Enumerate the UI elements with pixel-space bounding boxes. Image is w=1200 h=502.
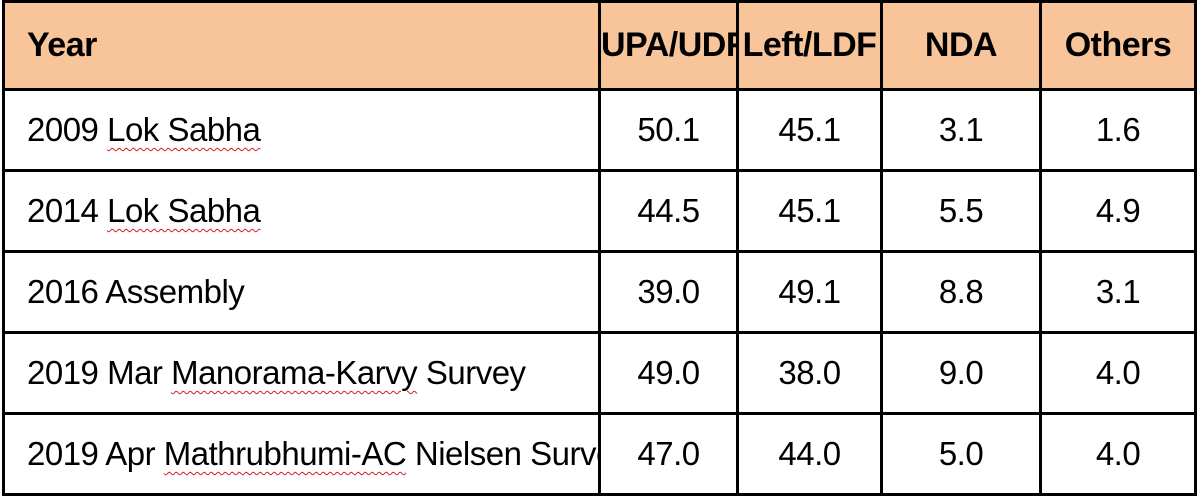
cell-others[interactable]: 1.6 bbox=[1039, 88, 1197, 172]
table-row: 2016 Assembly 39.0 49.1 8.8 3.1 bbox=[2, 250, 1197, 334]
table-row: 2019 Mar Manorama-Karvy Survey 49.0 38.0… bbox=[2, 331, 1197, 415]
cell-nda[interactable]: 5.0 bbox=[880, 412, 1042, 496]
header-upa-udf[interactable]: UPA/UDF bbox=[598, 0, 739, 91]
cell-upa-udf[interactable]: 49.0 bbox=[598, 331, 739, 415]
cell-others[interactable]: 4.9 bbox=[1039, 169, 1197, 253]
cell-others[interactable]: 4.0 bbox=[1039, 331, 1197, 415]
cell-year[interactable]: 2019 Mar Manorama-Karvy Survey bbox=[2, 331, 601, 415]
year-text-suffix: Survey bbox=[417, 354, 526, 391]
year-text: 2019 Apr bbox=[27, 435, 164, 472]
header-others[interactable]: Others bbox=[1039, 0, 1197, 91]
header-row: Year UPA/UDF Left/LDF NDA Others bbox=[2, 0, 1197, 91]
cell-year[interactable]: 2019 Apr Mathrubhumi-AC Nielsen Survey bbox=[2, 412, 601, 496]
table-row: 2009 Lok Sabha 50.1 45.1 3.1 1.6 bbox=[2, 88, 1197, 172]
cell-others[interactable]: 4.0 bbox=[1039, 412, 1197, 496]
year-text-suffix: Nielsen Survey bbox=[414, 435, 597, 472]
cell-upa-udf[interactable]: 47.0 bbox=[598, 412, 739, 496]
header-year[interactable]: Year bbox=[2, 0, 601, 91]
cell-left-ldf[interactable]: 45.1 bbox=[736, 169, 883, 253]
cell-year[interactable]: 2016 Assembly bbox=[2, 250, 601, 334]
cell-upa-udf[interactable]: 39.0 bbox=[598, 250, 739, 334]
cell-left-ldf[interactable]: 38.0 bbox=[736, 331, 883, 415]
table-row: 2014 Lok Sabha 44.5 45.1 5.5 4.9 bbox=[2, 169, 1197, 253]
spellcheck-marked-text: Lok Sabha bbox=[107, 192, 261, 229]
spellcheck-marked-text: Manorama-Karvy bbox=[171, 354, 418, 391]
cell-year[interactable]: 2009 Lok Sabha bbox=[2, 88, 601, 172]
cell-left-ldf[interactable]: 44.0 bbox=[736, 412, 883, 496]
year-text: 2009 bbox=[27, 111, 108, 148]
header-nda[interactable]: NDA bbox=[880, 0, 1042, 91]
cell-nda[interactable]: 8.8 bbox=[880, 250, 1042, 334]
cell-nda[interactable]: 3.1 bbox=[880, 88, 1042, 172]
cell-nda[interactable]: 5.5 bbox=[880, 169, 1042, 253]
cell-left-ldf[interactable]: 49.1 bbox=[736, 250, 883, 334]
year-text: 2016 Assembly bbox=[27, 273, 245, 310]
spellcheck-marked-text: Mathrubhumi-AC bbox=[163, 435, 407, 472]
cell-upa-udf[interactable]: 44.5 bbox=[598, 169, 739, 253]
year-text: 2019 Mar bbox=[27, 354, 172, 391]
cell-nda[interactable]: 9.0 bbox=[880, 331, 1042, 415]
table-row: 2019 Apr Mathrubhumi-AC Nielsen Survey 4… bbox=[2, 412, 1197, 496]
year-text: 2014 bbox=[27, 192, 108, 229]
spellcheck-marked-text: Lok Sabha bbox=[107, 111, 261, 148]
cell-upa-udf[interactable]: 50.1 bbox=[598, 88, 739, 172]
cell-left-ldf[interactable]: 45.1 bbox=[736, 88, 883, 172]
cell-year[interactable]: 2014 Lok Sabha bbox=[2, 169, 601, 253]
cell-others[interactable]: 3.1 bbox=[1039, 250, 1197, 334]
header-left-ldf[interactable]: Left/LDF bbox=[736, 0, 883, 91]
